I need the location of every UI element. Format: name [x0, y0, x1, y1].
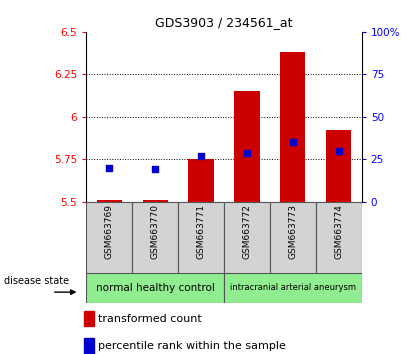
Text: GSM663774: GSM663774	[334, 204, 343, 259]
Bar	[84, 338, 94, 354]
Bar	[86, 202, 132, 273]
Point	[335, 148, 342, 154]
Bar	[143, 200, 168, 202]
Text: disease state: disease state	[4, 276, 69, 286]
Bar	[188, 159, 214, 202]
Point	[244, 150, 250, 155]
Text: percentile rank within the sample: percentile rank within the sample	[98, 341, 286, 351]
Bar	[84, 310, 94, 326]
Bar	[224, 273, 362, 303]
Text: GSM663770: GSM663770	[151, 204, 159, 259]
Bar	[326, 130, 351, 202]
Point	[198, 153, 204, 159]
Bar	[132, 202, 178, 273]
Text: GSM663771: GSM663771	[196, 204, 206, 259]
Bar	[178, 202, 224, 273]
Title: GDS3903 / 234561_at: GDS3903 / 234561_at	[155, 16, 293, 29]
Text: normal healthy control: normal healthy control	[96, 282, 215, 293]
Text: intracranial arterial aneurysm: intracranial arterial aneurysm	[230, 283, 356, 292]
Bar	[86, 273, 224, 303]
Bar	[224, 202, 270, 273]
Point	[152, 167, 159, 172]
Point	[289, 139, 296, 145]
Text: GSM663772: GSM663772	[242, 204, 252, 259]
Bar	[234, 91, 260, 202]
Point	[106, 165, 113, 171]
Bar	[270, 202, 316, 273]
Text: GSM663773: GSM663773	[289, 204, 297, 259]
Bar	[280, 52, 305, 202]
Bar	[316, 202, 362, 273]
Text: transformed count: transformed count	[98, 314, 202, 324]
Text: GSM663769: GSM663769	[105, 204, 114, 259]
Bar	[97, 200, 122, 202]
